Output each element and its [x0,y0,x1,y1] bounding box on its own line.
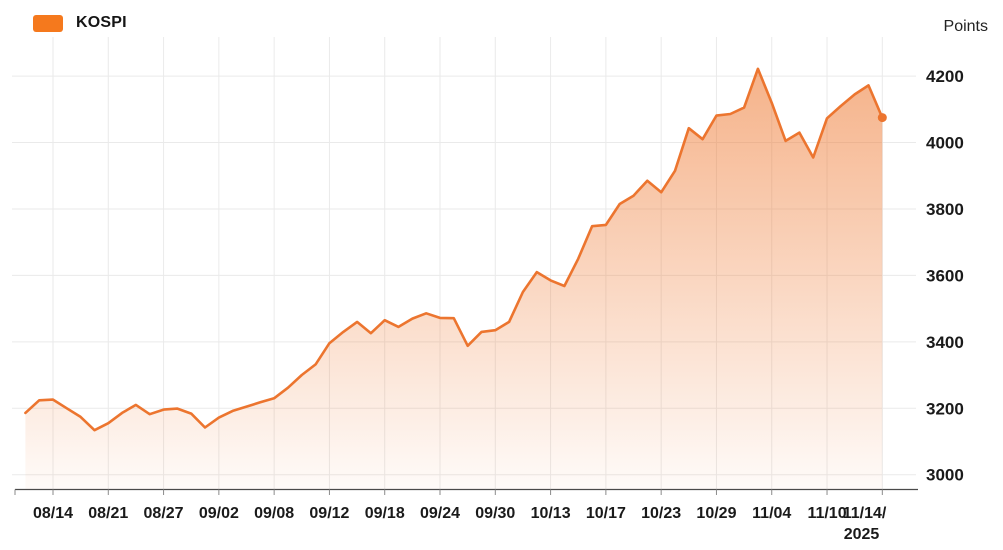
y-axis-tick-label: 3600 [926,266,964,285]
x-axis-tick-label: 09/02 [199,505,239,522]
kospi-area-fill [25,68,883,490]
y-axis-tick-label: 4000 [926,134,964,153]
kospi-legend-swatch[interactable] [33,14,63,32]
y-axis-tick-label: 3200 [926,399,964,418]
x-axis-tick-label: 08/21 [88,505,128,522]
x-axis-tick-label: 10/17 [586,505,626,522]
x-axis-tick-label: 10/13 [531,505,571,522]
x-axis-tick-label: 11/14/2025 [843,505,887,543]
kospi-legend-label: KOSPI [76,14,127,31]
y-axis-unit-label: Points [943,18,988,35]
x-axis-tick-label: 10/29 [696,505,736,522]
x-axis-tick-label: 09/12 [309,505,349,522]
x-axis-tick-label: 09/18 [365,505,405,522]
x-axis-tick-label: 11/04 [752,505,791,522]
x-axis-tick-label: 11/10 [807,505,846,522]
x-axis-tick-label: 09/08 [254,505,294,522]
last-point-marker [877,113,887,123]
y-axis-tick-label: 3800 [926,200,964,219]
y-axis-tick-label: 4200 [926,67,964,86]
x-axis-tick-label: 08/14 [33,505,73,522]
y-axis-tick-label: 3400 [926,333,964,352]
x-axis-tick-label: 10/23 [641,505,681,522]
x-axis-tick-label: 08/27 [144,505,184,522]
x-axis-tick-label: 09/24 [420,505,460,522]
y-axis-tick-label: 3000 [926,466,964,485]
kospi-line [24,67,884,432]
legend[interactable]: KOSPI [33,14,127,32]
x-axis-tick-label: 09/30 [475,505,515,522]
